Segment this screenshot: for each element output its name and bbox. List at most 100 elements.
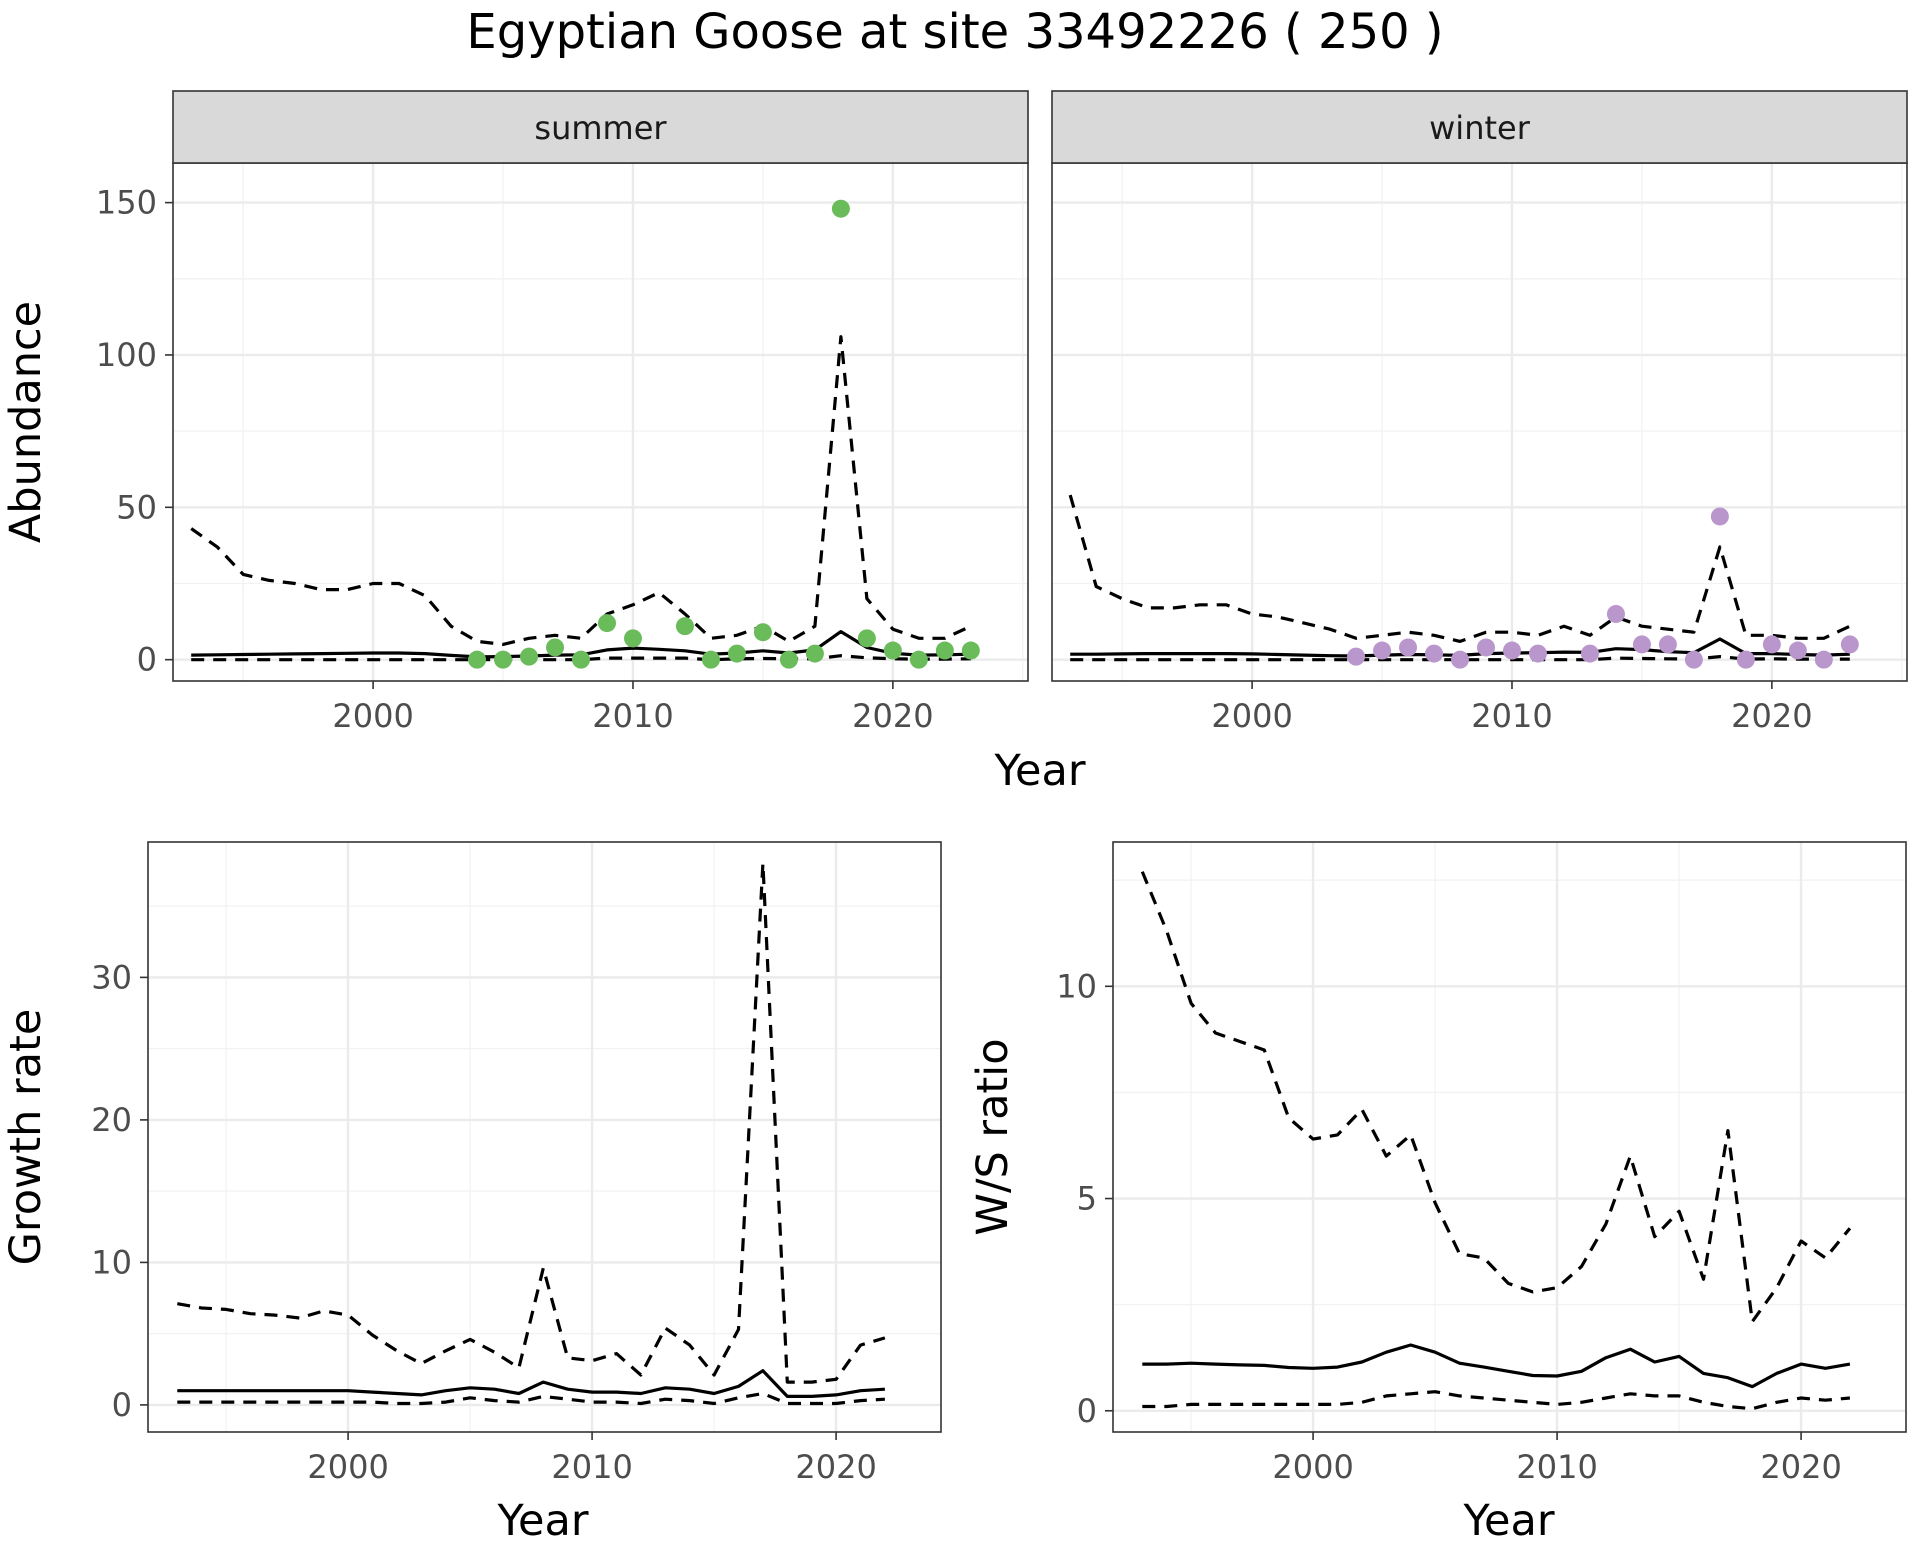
abundance-panel-winter-border <box>1051 162 1908 682</box>
y-tick-label: 30 <box>91 958 132 996</box>
upper-bound-line <box>190 335 972 646</box>
abundance-panel-summer-plot-area <box>190 199 980 669</box>
y-axis-title: Abundance <box>1 301 51 543</box>
ws-ratio-panel-gridlines <box>1113 842 1906 1432</box>
y-tick-label: 20 <box>91 1101 132 1139</box>
x-tick-label: 2000 <box>332 697 413 735</box>
observed-point <box>831 199 850 218</box>
x-tick-label: 2020 <box>1731 697 1812 735</box>
x-tick-label: 2010 <box>1516 1448 1597 1486</box>
observed-point <box>1425 644 1444 663</box>
observed-point <box>494 650 513 669</box>
x-tick-label: 2000 <box>1272 1448 1353 1486</box>
facet-strip-label: summer <box>534 109 667 147</box>
observed-point <box>1347 647 1366 666</box>
facet-strip-label: winter <box>1429 109 1531 147</box>
facet-strip <box>1051 90 1908 164</box>
observed-point <box>1736 650 1755 669</box>
observed-point <box>727 644 746 663</box>
abundance-panel-summer-border <box>172 162 1029 682</box>
upper-bound-line <box>1068 494 1851 643</box>
observed-point <box>1476 638 1495 657</box>
abundance-panel-summer: summer 0 50 100 150 2000 2010 2020 Year Abundance <box>1 90 1086 796</box>
observed-point <box>961 641 980 660</box>
upper-bound-line <box>177 861 886 1384</box>
x-tick-label: 2010 <box>592 697 673 735</box>
y-tick-label: 5 <box>1077 1180 1097 1218</box>
ws-ratio-panel: 0 5 10 2000 2010 2020 Year W/S ratio <box>968 841 1907 1546</box>
y-tick-label: 0 <box>112 1386 132 1424</box>
ws-ratio-panel-plot-area <box>1140 871 1852 1411</box>
observed-point <box>1528 644 1547 663</box>
chart-title: Egyptian Goose at site 33492226 ( 250 ) <box>466 4 1443 60</box>
observed-point <box>1814 650 1833 669</box>
observed-point <box>520 647 539 666</box>
observed-point <box>1788 641 1807 660</box>
observed-point <box>909 650 928 669</box>
observed-point <box>546 638 565 657</box>
observed-point <box>1606 604 1625 623</box>
y-tick-label: 10 <box>1056 967 1097 1005</box>
observed-point <box>935 641 954 660</box>
lower-bound-line <box>1070 655 1850 662</box>
x-tick-label: 2020 <box>1760 1448 1841 1486</box>
y-tick-label: 0 <box>1077 1392 1097 1430</box>
observed-point <box>1502 641 1521 660</box>
x-axis-title: Year <box>993 746 1085 796</box>
observed-point <box>1684 650 1703 669</box>
observed-point <box>1632 635 1651 654</box>
growth-rate-panel-gridlines <box>148 842 941 1432</box>
y-tick-label: 0 <box>137 641 157 679</box>
observed-point <box>572 650 591 669</box>
observed-point <box>1658 635 1677 654</box>
x-tick-label: 2010 <box>551 1448 632 1486</box>
observed-point <box>883 641 902 660</box>
x-tick-label: 2000 <box>307 1448 388 1486</box>
abundance-panel-summer-gridlines <box>173 163 1028 681</box>
upper-bound-line <box>1140 871 1852 1324</box>
lower-bound-line <box>1142 1390 1851 1411</box>
y-tick-label: 100 <box>96 336 157 374</box>
y-tick-label: 10 <box>91 1243 132 1281</box>
observed-point <box>857 629 876 648</box>
observed-point <box>468 650 487 669</box>
lower-bound-line <box>177 1391 885 1406</box>
observed-point <box>1762 635 1781 654</box>
x-axis-title: Year <box>1462 1496 1554 1546</box>
lower-bound-line <box>191 654 971 662</box>
growth-rate-panel-plot-area <box>177 861 886 1406</box>
y-axis-title: W/S ratio <box>968 1038 1018 1235</box>
abundance-panel-winter-plot-area <box>1068 494 1859 669</box>
observed-point <box>1399 638 1418 657</box>
estimate-line <box>177 1369 885 1398</box>
x-axis-title: Year <box>496 1496 588 1546</box>
x-tick-label: 2020 <box>795 1448 876 1486</box>
growth-rate-panel-border <box>147 841 942 1433</box>
observed-point <box>779 650 798 669</box>
facet-strip <box>172 90 1029 164</box>
observed-point <box>597 614 616 633</box>
growth-rate-panel: 0 10 20 30 2000 2010 2020 Year Growth rate <box>1 841 942 1546</box>
observed-point <box>1710 507 1729 526</box>
observed-point <box>623 629 642 648</box>
y-tick-label: 50 <box>116 488 157 526</box>
y-tick-label: 150 <box>96 184 157 222</box>
observed-point <box>805 644 824 663</box>
x-tick-label: 2020 <box>852 697 933 735</box>
abundance-panel-winter: winter 2000 2010 2020 <box>1051 90 1908 735</box>
estimate-line <box>1142 1343 1851 1389</box>
x-tick-label: 2010 <box>1471 697 1552 735</box>
observed-point <box>1580 644 1599 663</box>
observed-point <box>1840 635 1859 654</box>
abundance-panel-winter-gridlines <box>1052 163 1907 681</box>
x-tick-label: 2000 <box>1211 697 1292 735</box>
y-axis-title: Growth rate <box>1 1009 51 1266</box>
observed-point <box>753 623 772 642</box>
observed-point <box>1373 641 1392 660</box>
observed-point <box>1451 650 1470 669</box>
observed-point <box>701 650 720 669</box>
ws-ratio-panel-border <box>1112 841 1907 1433</box>
observed-point <box>675 617 694 636</box>
